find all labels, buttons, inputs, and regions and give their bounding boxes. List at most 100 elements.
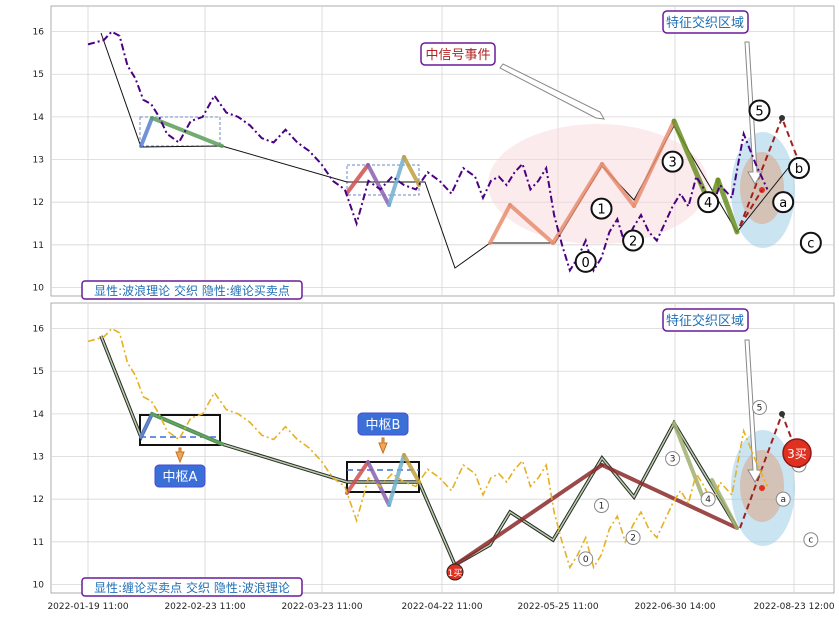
y-tick-label: 13 [33, 156, 44, 166]
bottom-wave-segment [600, 463, 739, 530]
bottom-wave-segment [672, 421, 704, 497]
bottom-panel-note-text: 显性:缠论买卖点 交织 隐性:波浪理论 [94, 580, 290, 595]
x-tick-label: 2022-05-25 11:00 [517, 602, 598, 612]
wave-label-a: a [775, 491, 791, 507]
wave-label-3: 3 [661, 150, 684, 173]
y-tick-label: 13 [33, 453, 44, 463]
wave-segment [402, 155, 421, 187]
wave-label-layer: 012345abc3B012345abc [574, 99, 822, 567]
bottom-wave-segment [345, 460, 370, 495]
signal-event-label: 中信号事件 [425, 48, 490, 63]
bottom-wave-segment [150, 412, 224, 446]
wave-segment [508, 203, 555, 245]
y-tick-label: 14 [33, 113, 45, 123]
top-feature-arrow [744, 41, 763, 185]
y-tick-label: 10 [33, 283, 45, 293]
wave-segment [632, 119, 676, 208]
wave-label-text: 5 [757, 403, 763, 413]
wave-label-text: b [795, 162, 803, 177]
wave-label-text: c [808, 536, 813, 546]
wave-label-1: 1 [590, 197, 613, 220]
first-buy-marker: 1买 [446, 563, 464, 581]
top-panel-note: 显性:波浪理论 交织 隐性:缠论买卖点 [81, 280, 303, 300]
y-tick-label: 15 [33, 367, 44, 377]
top-feature-area-label: 特征交织区域 [666, 15, 744, 31]
bottom-feature-zone-center [759, 485, 765, 491]
wave-label-c: c [803, 532, 819, 548]
y-tick-label: 15 [33, 70, 44, 80]
wave-label-4: 4 [700, 491, 716, 507]
x-tick-label: 2022-01-19 11:00 [47, 602, 128, 612]
bottom-wave-segment [366, 460, 391, 507]
wave-segment [366, 163, 391, 207]
x-tick-label: 2022-08-23 12:00 [753, 602, 834, 612]
top-decorations [100, 32, 798, 269]
gold-price-series [87, 327, 769, 570]
signal-event-ellipse [488, 124, 708, 244]
wave-label-text: a [780, 495, 786, 505]
pivot-b-label: 中枢B [366, 418, 401, 433]
bottom-wave-segment [453, 463, 604, 567]
bottom-wave-segment [139, 412, 154, 439]
bottom-projection-peak [779, 411, 785, 417]
wave-label-text: 0 [583, 555, 589, 565]
bottom-wave-segment [387, 453, 406, 507]
wave-segment [345, 163, 370, 195]
wave-label-text: 4 [704, 196, 712, 211]
top-feature-area-annotation: 特征交织区域 [662, 10, 749, 34]
wave-segment [551, 162, 604, 245]
x-tick-label: 2022-04-22 11:00 [401, 602, 482, 612]
pivot-b-annotation: 中枢B [357, 412, 409, 436]
top-panel-note-text: 显性:波浪理论 交织 隐性:缠论买卖点 [94, 283, 290, 298]
projection-peak [779, 115, 785, 121]
pivot-b-arrow [378, 437, 388, 455]
wave-segment [715, 177, 740, 235]
pivot-a-label: 中枢A [163, 470, 198, 485]
y-axis-ticks: 10 11 12 13 14 15 16 10 11 12 13 14 15 16 [33, 28, 45, 591]
bottom-wave-segment [402, 453, 421, 484]
bottom-wave-segment [710, 478, 739, 530]
wave-label-text: 1 [599, 502, 605, 512]
bottom-panel-note: 显性:缠论买卖点 交织 隐性:波浪理论 [81, 577, 303, 597]
pivot-a-arrow [175, 447, 185, 464]
y-tick-label: 10 [33, 580, 45, 590]
bottom-feature-arrow [744, 339, 763, 483]
third-buy-marker: 3买 [782, 438, 812, 468]
wave-segment [387, 155, 406, 207]
signal-arrow [499, 63, 605, 120]
first-buy-label: 1买 [448, 568, 463, 579]
y-tick-label: 11 [33, 241, 44, 251]
projection-dashed-2 [739, 189, 763, 227]
y-tick-label: 11 [33, 538, 44, 548]
wave-label-5: 5 [752, 399, 767, 415]
y-tick-label: 14 [33, 410, 45, 420]
wave-segment [488, 203, 512, 245]
wave-segment [671, 118, 713, 208]
wave-label-text: 5 [755, 104, 763, 119]
wave-label-0: 0 [578, 551, 594, 567]
wave-label-text: 0 [582, 256, 590, 271]
y-tick-label: 12 [33, 198, 44, 208]
series-layer [87, 30, 769, 570]
wave-label-text: 2 [629, 235, 637, 250]
y-tick-label: 16 [33, 325, 45, 335]
wave-label-text: a [779, 196, 787, 211]
wave-label-b: b [788, 157, 810, 180]
wave-label-a: a [772, 191, 795, 214]
wave-label-text: 1 [597, 203, 605, 218]
wave-label-text: c [807, 237, 814, 252]
wave-label-text: 3 [668, 156, 676, 171]
bottom-decorations [99, 335, 798, 568]
wave-label-4: 4 [697, 191, 720, 214]
purple-price-series [87, 30, 769, 273]
wave-label-1: 1 [594, 498, 609, 514]
third-buy-label: 3买 [787, 447, 807, 461]
x-tick-label: 2022-03-23 11:00 [281, 602, 362, 612]
wave-label-text: 2 [630, 534, 636, 544]
wave-label-5: 5 [748, 99, 771, 122]
wave-segment [150, 116, 224, 148]
wave-label-2: 2 [625, 530, 641, 546]
y-tick-label: 16 [33, 28, 45, 38]
bottom-feature-area-annotation: 特征交织区域 [662, 308, 749, 332]
